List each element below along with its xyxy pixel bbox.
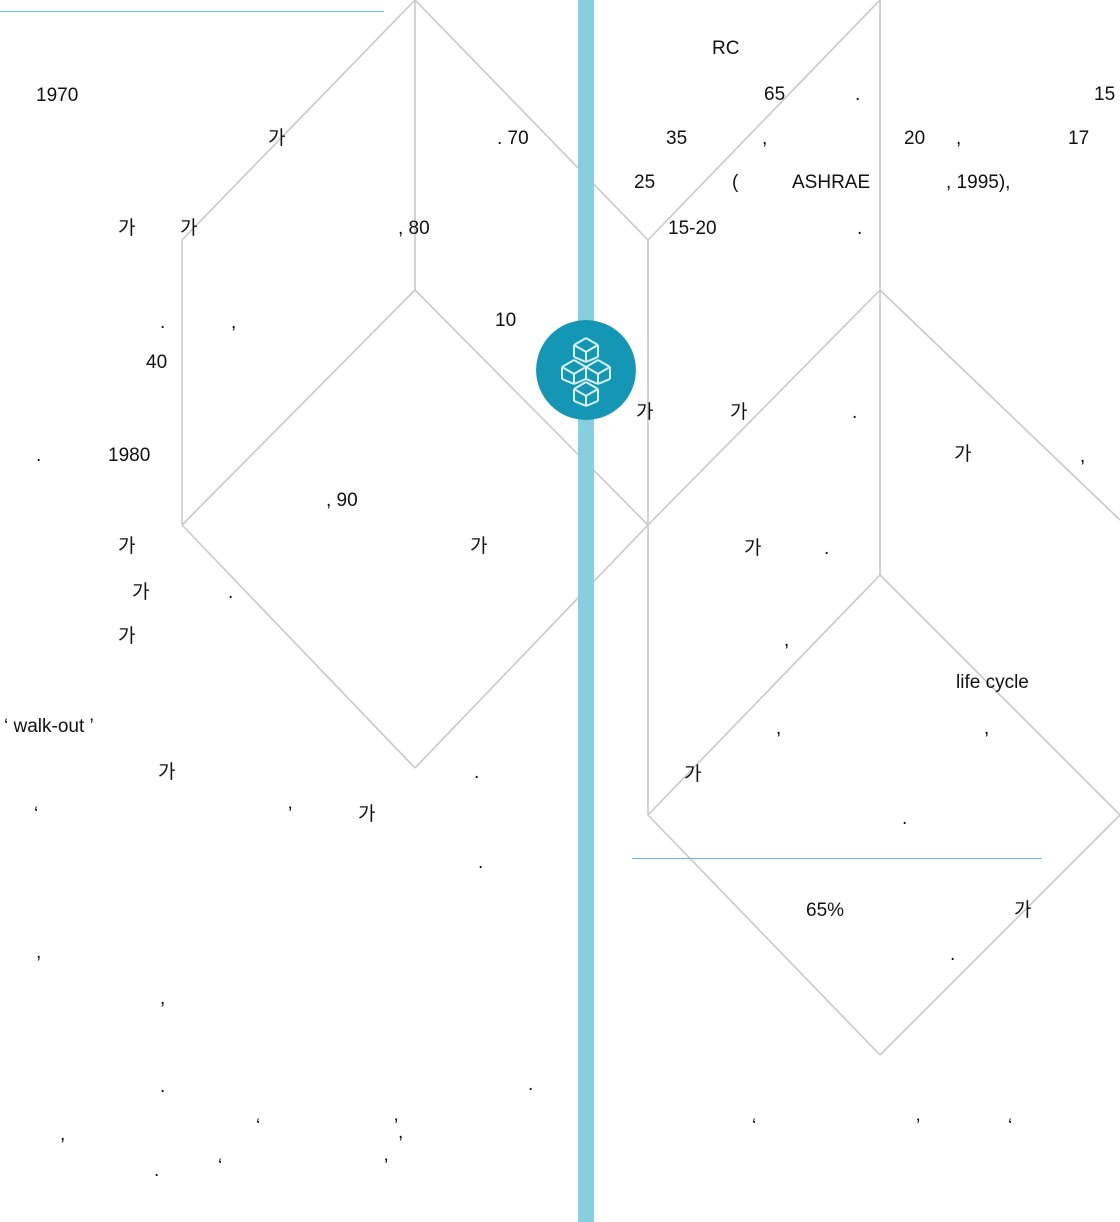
right-text-fragment: . bbox=[855, 84, 861, 105]
right-text-fragment: , bbox=[1080, 446, 1086, 467]
right-bottom-rule bbox=[632, 858, 1042, 859]
wireframe-edge bbox=[181, 524, 416, 769]
left-text-fragment: . bbox=[36, 445, 42, 466]
left-text-fragment: ‘ bbox=[34, 804, 39, 825]
right-text-fragment: . bbox=[852, 402, 858, 423]
right-text-fragment: life cycle bbox=[956, 672, 1029, 693]
wireframe-edge bbox=[414, 289, 649, 526]
left-text-fragment: ‘ bbox=[218, 1156, 223, 1177]
left-text-fragment: 1970 bbox=[36, 85, 79, 106]
left-text-fragment: . 70 bbox=[497, 128, 529, 149]
left-text-fragment: ’ bbox=[394, 1116, 399, 1137]
left-text-fragment: 10 bbox=[495, 310, 517, 331]
left-text-fragment: ‘ walk-out ’ bbox=[4, 716, 94, 737]
right-text-fragment: , bbox=[956, 128, 962, 149]
right-text-fragment: 가 bbox=[954, 444, 972, 465]
wireframe-edge bbox=[647, 814, 881, 1056]
left-text-fragment: ’ bbox=[288, 804, 293, 825]
wireframe-edge bbox=[414, 0, 649, 241]
wireframe-edge bbox=[647, 289, 881, 526]
left-text-fragment: , bbox=[36, 942, 42, 963]
right-text-fragment: ( bbox=[732, 172, 739, 193]
right-text-fragment: 65 bbox=[764, 84, 786, 105]
right-text-fragment: ‘ bbox=[1008, 1116, 1013, 1137]
wireframe-edge bbox=[181, 289, 416, 526]
left-text-fragment: . bbox=[160, 1076, 166, 1097]
wireframe-edge bbox=[414, 524, 649, 769]
right-text-fragment: 15-20 bbox=[668, 218, 717, 239]
wireframe-edge bbox=[647, 574, 881, 816]
right-text-fragment: ’ bbox=[916, 1116, 921, 1137]
right-text-fragment: 가 bbox=[730, 402, 748, 423]
left-text-fragment: . bbox=[160, 312, 166, 333]
left-text-fragment: . bbox=[478, 852, 484, 873]
wireframe-edge bbox=[879, 814, 1120, 1056]
left-text-fragment: , bbox=[160, 988, 166, 1009]
right-text-fragment: 가 bbox=[744, 538, 762, 559]
left-text-fragment: , 90 bbox=[326, 490, 358, 511]
left-text-fragment: 가 bbox=[118, 626, 136, 647]
right-text-fragment: , 1995), bbox=[946, 172, 1011, 193]
right-text-fragment: . bbox=[902, 808, 908, 829]
right-text-fragment: 가 bbox=[636, 402, 654, 423]
right-text-fragment: . bbox=[857, 218, 863, 239]
left-text-fragment: 가 bbox=[268, 128, 286, 149]
left-text-fragment: 가 bbox=[118, 536, 136, 557]
left-text-fragment: . bbox=[528, 1074, 534, 1095]
left-text-fragment: . bbox=[228, 582, 234, 603]
left-text-fragment: 가 bbox=[118, 218, 136, 239]
left-text-fragment: 가 bbox=[132, 582, 150, 603]
left-text-fragment: . bbox=[474, 762, 480, 783]
right-text-fragment: 25 bbox=[634, 172, 656, 193]
left-text-fragment: . bbox=[154, 1160, 160, 1181]
right-text-fragment: ‘ bbox=[752, 1116, 757, 1137]
left-text-fragment: 40 bbox=[146, 352, 168, 373]
right-text-fragment: , bbox=[784, 630, 790, 651]
left-text-fragment: , 80 bbox=[398, 218, 430, 239]
left-top-rule bbox=[0, 11, 384, 12]
left-text-fragment: 1980 bbox=[108, 445, 151, 466]
left-text-fragment: 가 bbox=[180, 218, 198, 239]
right-text-fragment: 가 bbox=[684, 764, 702, 785]
column-divider-bar bbox=[578, 0, 594, 1222]
right-text-fragment: . bbox=[950, 944, 956, 965]
left-text-fragment: , bbox=[398, 1122, 404, 1143]
cubes-logo-icon bbox=[536, 320, 636, 420]
left-text-fragment: , bbox=[231, 312, 237, 333]
left-text-fragment: ‘ bbox=[256, 1116, 261, 1137]
left-text-fragment: , bbox=[60, 1124, 66, 1145]
left-text-fragment: 가 bbox=[470, 536, 488, 557]
right-text-fragment: . bbox=[824, 538, 830, 559]
right-text-fragment: 17 bbox=[1068, 128, 1090, 149]
right-text-fragment: 20 bbox=[904, 128, 926, 149]
wireframe-edge bbox=[879, 574, 1120, 816]
right-text-fragment: , bbox=[776, 718, 782, 739]
wireframe-edge bbox=[879, 289, 1120, 521]
left-text-fragment: ’ bbox=[384, 1156, 389, 1177]
right-text-fragment: 65% bbox=[806, 900, 845, 921]
right-text-fragment: 35 bbox=[666, 128, 688, 149]
right-text-fragment: 가 bbox=[1014, 900, 1032, 921]
left-text-fragment: 가 bbox=[158, 762, 176, 783]
wireframe-edge bbox=[647, 0, 881, 241]
right-text-fragment: ASHRAE bbox=[792, 172, 871, 193]
right-text-fragment: , bbox=[762, 128, 768, 149]
right-text-fragment: 15 bbox=[1094, 84, 1116, 105]
wireframe-edge bbox=[181, 0, 416, 241]
left-text-fragment: 가 bbox=[358, 804, 376, 825]
right-text-fragment: , bbox=[984, 718, 990, 739]
right-text-fragment: RC bbox=[712, 38, 740, 59]
